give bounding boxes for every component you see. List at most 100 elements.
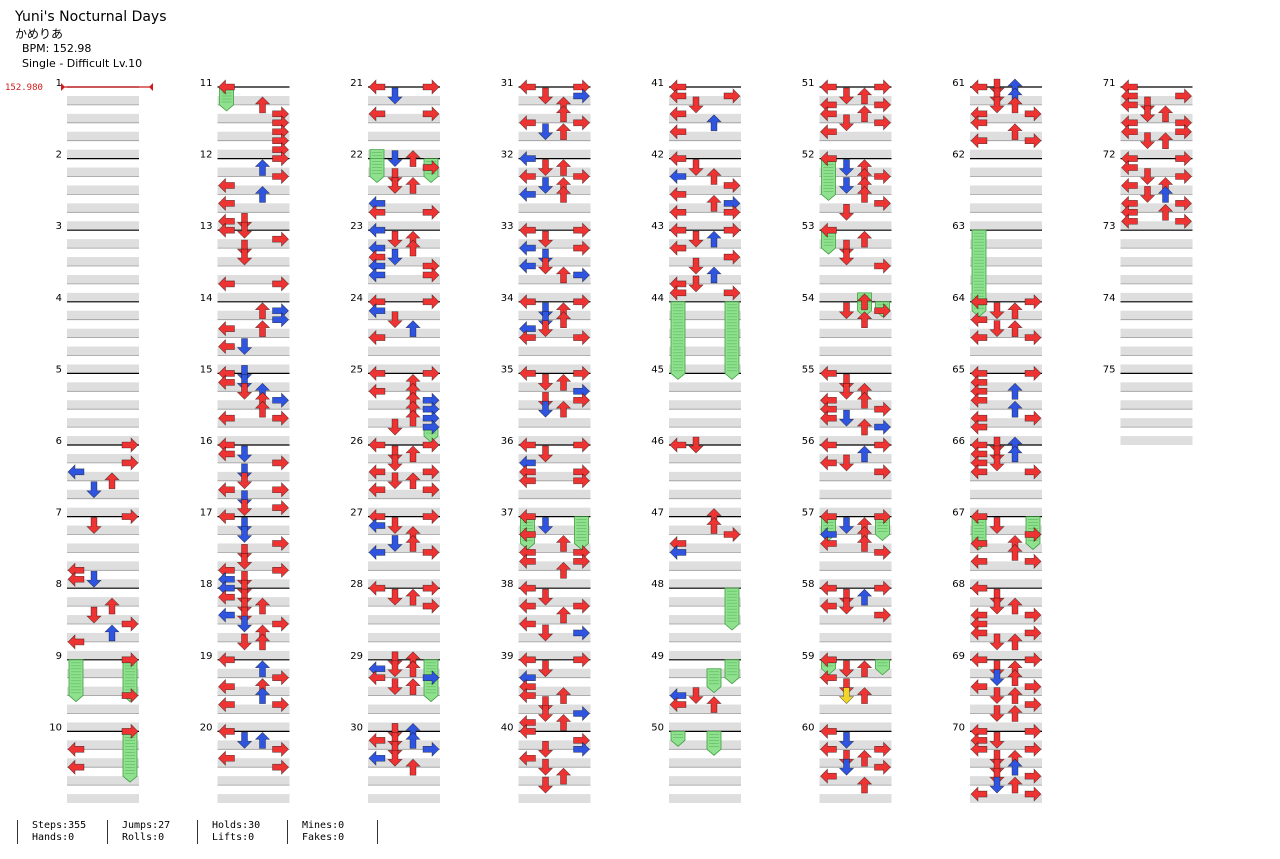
- arrow-note-up: [405, 320, 421, 337]
- arrow-note-down: [838, 409, 855, 427]
- beat-band: [970, 292, 1042, 302]
- arrow-note-left: [368, 464, 386, 480]
- measure-number: 62: [952, 150, 965, 161]
- beat-band: [67, 686, 139, 696]
- arrow-note-right: [573, 392, 590, 408]
- beat-band: [669, 776, 741, 786]
- arrow-note-down: [688, 230, 704, 248]
- arrow-note-up: [254, 320, 271, 337]
- beat-band: [669, 113, 741, 123]
- arrow-note-up: [254, 660, 271, 678]
- stats-divider: [107, 820, 108, 844]
- arrow-note-left: [368, 437, 386, 453]
- arrow-note-right: [1024, 652, 1042, 668]
- arrow-note-right: [272, 696, 289, 713]
- beat-band: [368, 239, 440, 249]
- arrow-note-left: [218, 320, 235, 337]
- beat-band: [67, 525, 139, 535]
- arrow-note-down: [387, 472, 403, 490]
- beat-band: [217, 239, 290, 249]
- arrow-note-right: [1024, 410, 1042, 426]
- arrow-note-up: [254, 731, 271, 749]
- arrow-note-left: [368, 106, 386, 122]
- arrow-note-down: [236, 248, 253, 266]
- arrow-note-up: [405, 472, 421, 490]
- beat-band: [970, 382, 1042, 392]
- beat-band: [970, 507, 1042, 517]
- arrow-note-down: [387, 588, 403, 606]
- measure-number: 53: [802, 221, 815, 232]
- arrow-note-right: [723, 285, 741, 301]
- arrow-note-down: [236, 615, 253, 633]
- beat-band: [67, 221, 139, 231]
- beat-band: [970, 543, 1042, 553]
- beat-band: [669, 221, 741, 231]
- arrow-note-up: [405, 660, 421, 678]
- beat-band: [518, 382, 591, 392]
- arrow-note-down: [1139, 168, 1156, 185]
- measure-number: 8: [56, 579, 62, 590]
- arrow-note-left: [519, 580, 536, 596]
- arrow-note-down: [537, 159, 554, 176]
- arrow-note-down: [989, 758, 1005, 776]
- arrow-note-left: [519, 687, 536, 704]
- beat-band: [518, 418, 591, 428]
- measure-number: 65: [952, 364, 965, 375]
- arrow-note-down: [537, 660, 554, 678]
- measure-number: 52: [802, 150, 815, 161]
- measure-block: [819, 444, 892, 517]
- arrow-note-right: [573, 705, 590, 722]
- arrow-note-down: [537, 445, 554, 463]
- beat-band: [970, 400, 1042, 410]
- beat-band: [67, 615, 139, 624]
- hold-note: [574, 516, 589, 550]
- beat-band: [819, 131, 892, 141]
- arrow-note-down: [86, 570, 102, 588]
- arrow-note-up: [405, 758, 421, 776]
- arrow-note-down: [537, 624, 554, 642]
- arrow-note-left: [669, 168, 687, 185]
- beat-band: [970, 740, 1042, 750]
- arrow-note-left: [368, 329, 386, 346]
- arrow-note-down: [989, 436, 1005, 454]
- beat-band: [67, 632, 139, 642]
- beat-band: [669, 740, 741, 750]
- arrow-note-down: [838, 678, 855, 696]
- arrow-note-right: [422, 741, 440, 758]
- beat-band: [217, 758, 290, 768]
- beat-band: [67, 722, 139, 732]
- arrow-note-down: [989, 517, 1005, 534]
- beat-band: [819, 149, 892, 159]
- beat-band: [970, 686, 1042, 696]
- arrow-note-up: [856, 105, 873, 123]
- arrow-note-left: [519, 168, 536, 185]
- beat-band: [67, 95, 139, 105]
- arrow-note-up: [856, 588, 873, 606]
- hold-note: [875, 659, 890, 676]
- arrow-note-up: [1007, 543, 1023, 561]
- beat-band: [819, 632, 892, 642]
- arrow-note-right: [422, 482, 440, 498]
- arrow-note-right: [272, 311, 289, 328]
- beat-band: [217, 346, 290, 356]
- beat-band: [669, 597, 741, 607]
- arrow-note-up: [405, 150, 421, 167]
- arrow-note-left: [820, 106, 837, 122]
- beat-band: [970, 131, 1042, 141]
- measure-number: 67: [952, 508, 965, 519]
- measure-number: 27: [350, 508, 363, 519]
- beat-band: [819, 167, 892, 177]
- arrow-note-right: [1024, 553, 1042, 570]
- measure-number: 24: [350, 293, 363, 304]
- arrow-note-left: [519, 186, 536, 203]
- arrow-note-down: [838, 749, 855, 767]
- arrow-note-up: [856, 293, 873, 311]
- beat-band: [669, 489, 741, 499]
- beat-band: [368, 740, 440, 750]
- stat-fakes: Fakes:0: [302, 832, 345, 843]
- arrow-note-left: [218, 696, 235, 713]
- beat-band: [970, 561, 1042, 571]
- beat-band: [67, 400, 139, 410]
- measure-number: 50: [651, 722, 664, 733]
